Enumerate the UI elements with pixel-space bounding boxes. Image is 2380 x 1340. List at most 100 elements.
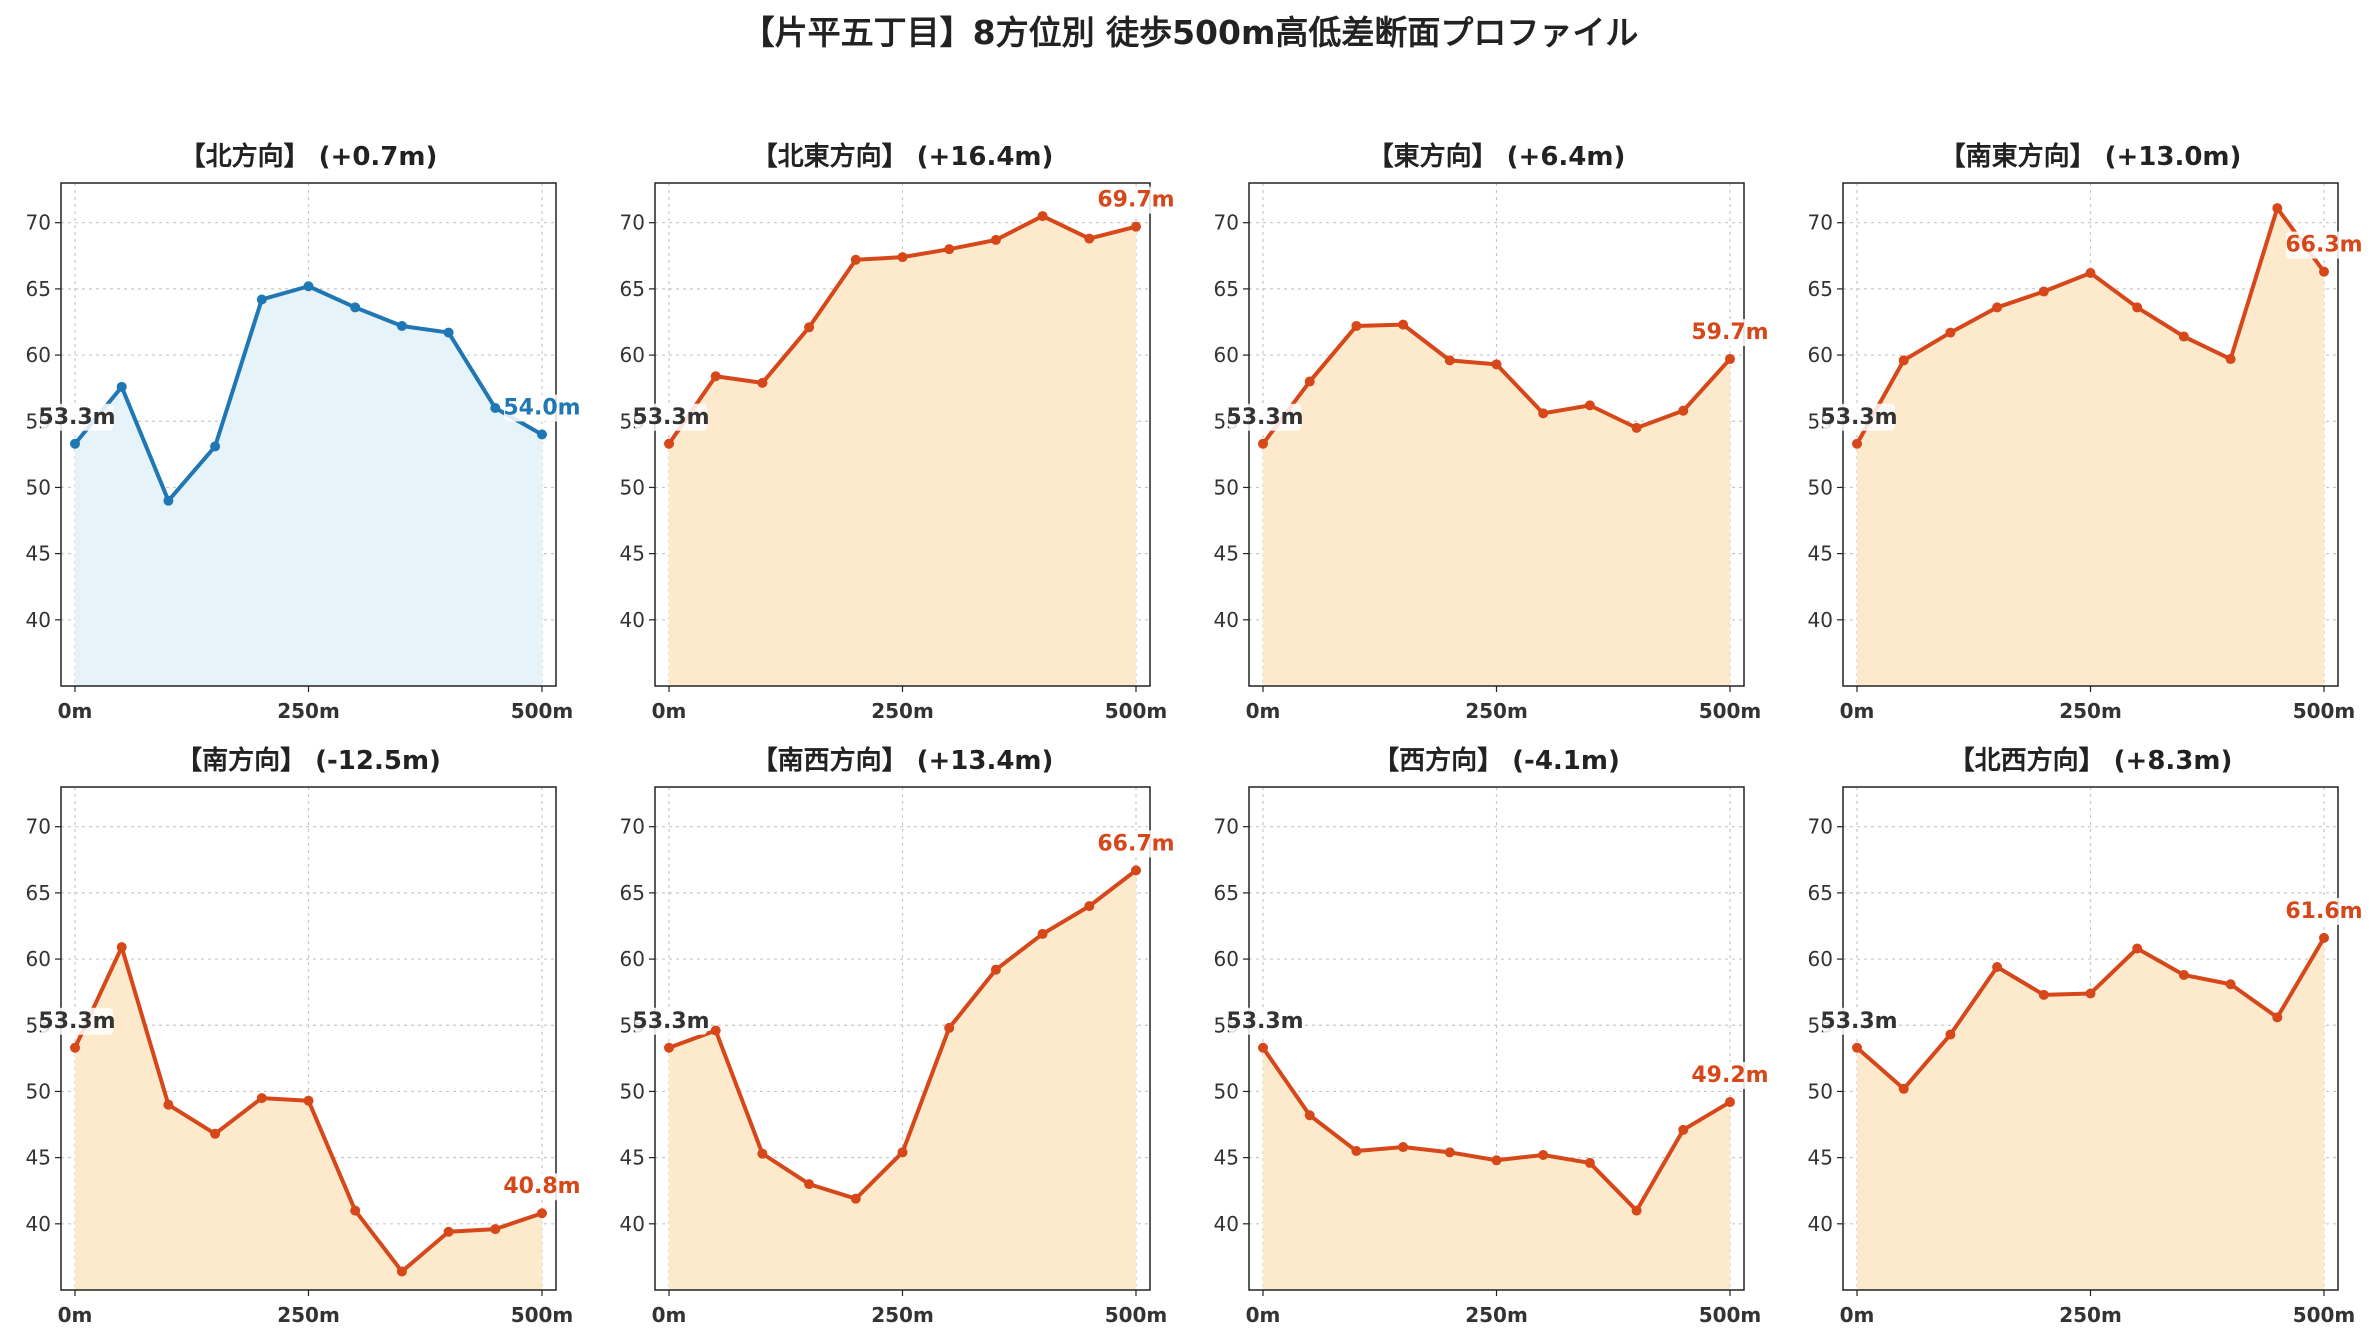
data-point	[850, 1193, 861, 1204]
y-tick-label: 50	[1214, 1079, 1239, 1103]
data-point	[210, 1128, 221, 1139]
end-label-bg	[1691, 1062, 1768, 1090]
x-tick-label: 500m	[1699, 1303, 1762, 1327]
data-point	[536, 429, 547, 440]
data-point	[350, 1205, 361, 1216]
data-point	[2038, 286, 2049, 297]
start-label-bg	[1229, 1007, 1302, 1035]
x-tick-label: 0m	[58, 1303, 93, 1327]
data-point	[490, 403, 501, 414]
start-elevation-label: 53.3m	[1226, 405, 1303, 430]
y-tick-label: 50	[26, 1079, 51, 1103]
data-point	[1584, 400, 1595, 411]
area-fill	[669, 216, 1136, 686]
x-tick-label: 500m	[1105, 699, 1168, 723]
start-elevation-label: 53.3m	[1820, 405, 1897, 430]
data-point	[350, 302, 361, 313]
data-point	[1992, 302, 2003, 313]
data-point	[2225, 354, 2236, 365]
end-label-bg	[1097, 830, 1174, 858]
y-tick-label: 60	[1808, 343, 1833, 367]
data-point	[1724, 354, 1735, 365]
data-point	[396, 1266, 407, 1277]
end-label-bg	[503, 1173, 580, 1201]
y-tick-label: 40	[620, 1212, 645, 1236]
y-tick-label: 45	[1214, 1146, 1239, 1170]
data-point	[303, 1095, 314, 1106]
area-fill	[1263, 1047, 1730, 1290]
start-label-bg	[41, 1007, 114, 1035]
data-point	[70, 1042, 81, 1053]
data-point	[990, 964, 1001, 975]
data-point	[443, 327, 454, 338]
data-point	[396, 320, 407, 331]
panel-title: 【南東方向】 (+13.0m)	[1940, 141, 2242, 172]
panel-title: 【西方向】 (-4.1m)	[1373, 745, 1620, 776]
data-point	[1491, 359, 1502, 370]
end-elevation-label: 66.3m	[2285, 233, 2362, 258]
y-tick-label: 60	[1214, 343, 1239, 367]
x-tick-label: 250m	[277, 699, 340, 723]
data-point	[1678, 1124, 1689, 1135]
data-point	[256, 294, 267, 305]
data-point	[2272, 1012, 2283, 1023]
data-point	[2132, 943, 2143, 954]
data-point	[1491, 1155, 1502, 1166]
end-elevation-label: 49.2m	[1691, 1063, 1768, 1088]
end-elevation-label: 54.0m	[503, 396, 580, 421]
data-point	[256, 1093, 267, 1104]
data-point	[2132, 302, 2143, 313]
data-point	[1444, 355, 1455, 366]
data-point	[1444, 1147, 1455, 1158]
x-tick-label: 500m	[511, 699, 574, 723]
start-elevation-label: 53.3m	[632, 405, 709, 430]
y-tick-label: 50	[26, 475, 51, 499]
y-tick-label: 45	[620, 1146, 645, 1170]
y-tick-label: 50	[620, 1079, 645, 1103]
y-tick-label: 65	[1214, 277, 1239, 301]
start-elevation-label: 53.3m	[38, 405, 115, 430]
start-label-bg	[41, 403, 114, 431]
data-point	[1351, 320, 1362, 331]
start-label-bg	[1823, 403, 1896, 431]
end-label-bg	[2285, 231, 2362, 259]
data-point	[1130, 221, 1141, 232]
data-point	[1130, 865, 1141, 876]
y-tick-label: 45	[1808, 542, 1833, 566]
data-point	[2085, 988, 2096, 999]
y-tick-label: 50	[1214, 475, 1239, 499]
y-tick-label: 60	[26, 343, 51, 367]
x-tick-label: 500m	[2293, 699, 2356, 723]
x-tick-label: 0m	[58, 699, 93, 723]
x-tick-label: 250m	[2059, 1303, 2122, 1327]
x-tick-label: 0m	[1840, 1303, 1875, 1327]
y-tick-label: 65	[620, 881, 645, 905]
end-elevation-label: 66.7m	[1097, 831, 1174, 856]
data-point	[944, 1022, 955, 1033]
data-point	[1945, 1029, 1956, 1040]
data-point	[1945, 327, 1956, 338]
area-fill	[75, 286, 542, 686]
y-tick-label: 40	[1214, 608, 1239, 632]
area-fill	[1857, 937, 2324, 1290]
y-tick-label: 40	[1808, 608, 1833, 632]
y-tick-label: 40	[26, 1212, 51, 1236]
end-elevation-label: 59.7m	[1691, 320, 1768, 345]
x-tick-label: 0m	[652, 699, 687, 723]
start-label-bg	[635, 1007, 708, 1035]
data-point	[1398, 319, 1409, 330]
data-point	[710, 1025, 721, 1036]
data-point	[1898, 355, 1909, 366]
start-label-bg	[1823, 1007, 1896, 1035]
panel-title: 【東方向】 (+6.4m)	[1368, 141, 1626, 172]
x-tick-label: 0m	[1246, 699, 1281, 723]
data-point	[1304, 376, 1315, 387]
end-label-bg	[503, 394, 580, 422]
data-point	[850, 254, 861, 265]
data-point	[2318, 266, 2329, 277]
y-tick-label: 40	[1214, 1212, 1239, 1236]
